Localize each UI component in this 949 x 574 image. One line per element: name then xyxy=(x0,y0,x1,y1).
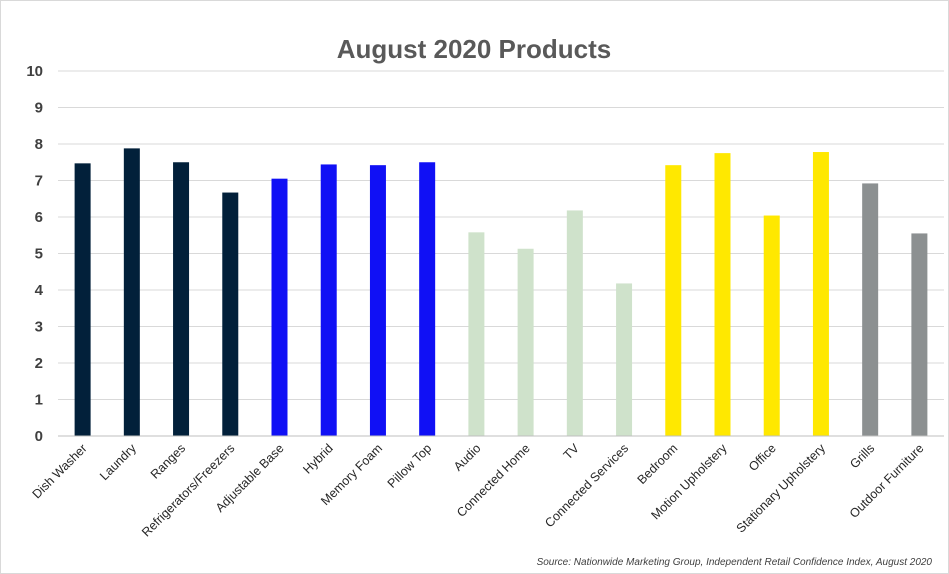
y-tick-label: 9 xyxy=(35,100,43,117)
y-tick-label: 5 xyxy=(35,246,43,263)
x-tick-label: Laundry xyxy=(97,441,139,483)
y-tick-label: 0 xyxy=(35,428,43,445)
x-axis-labels: Dish Washer Laundry RangesRefrigerators/Fr… xyxy=(30,441,927,540)
y-tick-label: 7 xyxy=(35,173,43,190)
x-tick-label: Stationary Upholstery xyxy=(734,441,829,536)
bar xyxy=(763,215,780,436)
y-tick-label: 3 xyxy=(35,319,43,336)
x-tick-label: Ranges xyxy=(148,441,188,481)
x-tick-label: Bedroom xyxy=(635,441,681,487)
bar xyxy=(468,232,485,436)
x-tick-label: Audio xyxy=(451,441,484,474)
gridlines xyxy=(58,70,944,400)
y-tick-label: 8 xyxy=(35,136,43,153)
bar xyxy=(369,165,386,437)
bar xyxy=(616,283,633,436)
x-tick-label: TV xyxy=(561,441,583,463)
bar xyxy=(714,153,731,436)
bar xyxy=(517,248,534,436)
bar xyxy=(911,233,928,436)
x-tick-label: Connected Services xyxy=(542,441,631,530)
bar xyxy=(74,163,91,436)
bar xyxy=(173,162,190,436)
y-tick-label: 4 xyxy=(35,282,44,299)
x-tick-label: Office xyxy=(746,441,779,474)
bar xyxy=(665,165,682,437)
bars xyxy=(74,148,928,437)
y-axis-ticks: 0 1 2 3 4 5 6 7 8 9 10 xyxy=(26,63,43,445)
bar xyxy=(222,192,239,436)
x-tick-label: Pillow Top xyxy=(385,441,435,491)
x-tick-label: Dish Washer xyxy=(30,441,90,501)
bar xyxy=(419,162,436,436)
x-tick-label: Hybrid xyxy=(300,441,335,476)
bar xyxy=(812,152,829,436)
y-tick-label: 6 xyxy=(35,209,43,226)
bar xyxy=(862,183,879,436)
chart-title: August 2020 Products xyxy=(337,34,612,64)
bar xyxy=(271,178,288,437)
bar xyxy=(320,164,337,436)
y-tick-label: 10 xyxy=(26,63,43,80)
source-note: Source: Nationwide Marketing Group, Inde… xyxy=(537,557,933,568)
y-tick-label: 2 xyxy=(35,355,43,372)
bar xyxy=(123,148,140,436)
bar xyxy=(566,210,583,436)
x-tick-label: Grills xyxy=(847,441,877,471)
y-tick-label: 1 xyxy=(35,392,43,409)
x-tick-label: Refrigerators/Freezers xyxy=(139,441,237,539)
